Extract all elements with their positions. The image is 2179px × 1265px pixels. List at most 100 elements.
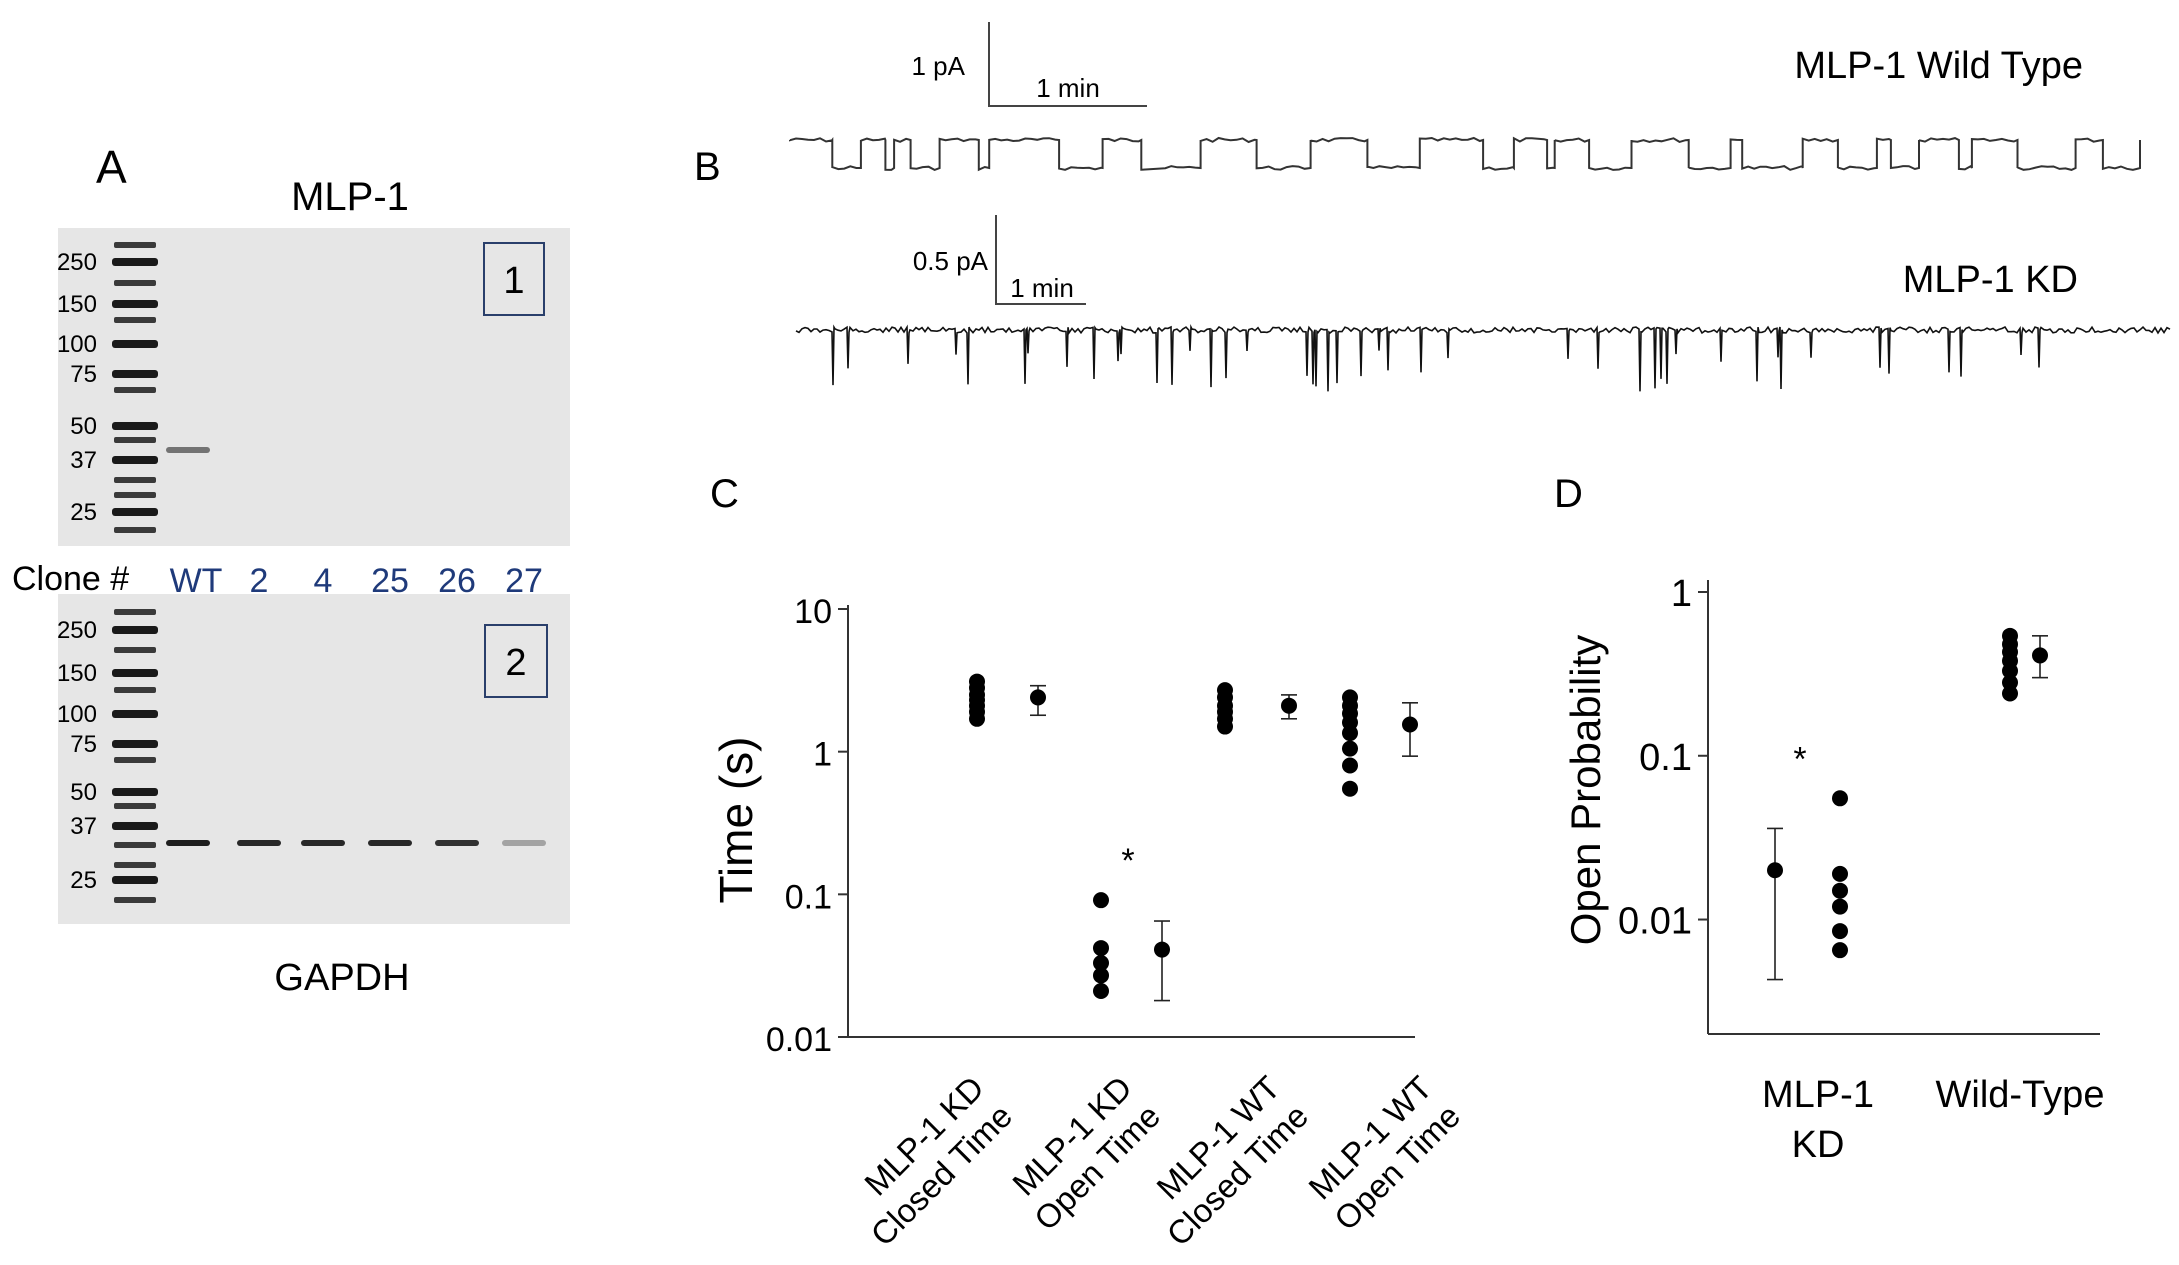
ladder-label: 25 [70, 499, 97, 526]
wt-scale-x: 1 min [1036, 73, 1100, 103]
chart-c-groups: * [969, 673, 1418, 1002]
ladder-band-minor [114, 862, 156, 868]
significance-marker: * [1121, 842, 1134, 880]
ladder-label: 100 [57, 331, 97, 358]
x-label: MLP-1 WTClosed Time [1131, 1069, 1315, 1253]
data-point [1093, 892, 1109, 909]
chart-d-groups: * [1767, 627, 2048, 981]
ladder-band-minor [114, 317, 156, 323]
data-point [2002, 674, 2018, 691]
data-point [1832, 923, 1848, 940]
mean-point [1767, 862, 1783, 879]
ladder-band [112, 710, 158, 718]
data-point [1093, 983, 1109, 1000]
blot2-ladder-lane [112, 609, 158, 903]
blot-band [502, 840, 546, 846]
blot2-bands [166, 840, 546, 846]
y-tick-label: 0.01 [766, 1021, 832, 1059]
mean-point [1281, 697, 1297, 714]
ladder-band-minor [114, 647, 156, 653]
kd-scale-bar [995, 215, 1086, 305]
x-label: MLP-1 KDClosed Time [835, 1069, 1019, 1253]
blot-band [368, 840, 412, 846]
panel-c-label: C [710, 472, 739, 516]
y-tick-label: 0.1 [785, 878, 832, 916]
ladder-band [112, 876, 158, 884]
chart-d-y-ticks: 1 0.1 0.01 [1618, 573, 1708, 943]
ladder-label: 25 [70, 867, 97, 894]
data-point [1342, 689, 1358, 706]
clone-label-2: 2 [250, 562, 269, 600]
data-point [1093, 967, 1109, 984]
data-point [1342, 757, 1358, 774]
ladder-label: 250 [57, 249, 97, 276]
blot1-bands [166, 447, 210, 453]
data-point [1342, 780, 1358, 797]
blot-band [435, 840, 479, 846]
x-label: MLP-1 KDOpen Time [999, 1069, 1168, 1238]
kd-scale-y: 0.5 pA [913, 246, 989, 276]
blot-band [166, 840, 210, 846]
data-point [2002, 627, 2018, 644]
ladder-band [112, 740, 158, 748]
ladder-band-minor [114, 842, 156, 848]
ladder-label: 37 [70, 447, 97, 474]
data-point [1832, 865, 1848, 882]
blot2-id-box [484, 624, 548, 698]
ladder-band [112, 669, 158, 677]
data-point [969, 673, 985, 690]
ladder-label: 75 [70, 731, 97, 758]
significance-marker: * [1793, 740, 1806, 778]
wt-scale-bar [988, 22, 1147, 107]
chart-d: Open Probability 1 0.1 0.01 * MLP-1 KD Wild-… [1562, 573, 2104, 1166]
clone-labels: WT 2 4 25 26 27 [170, 562, 543, 600]
y-tick-label: 0.1 [1639, 737, 1692, 779]
data-point [1093, 955, 1109, 972]
data-point [1832, 942, 1848, 959]
x-label-line2: KD [1792, 1124, 1845, 1166]
ladder-label: 250 [57, 617, 97, 644]
chart-d-y-label: Open Probability [1562, 635, 1609, 946]
kd-current-trace [795, 323, 2171, 392]
blot2-title: GAPDH [274, 957, 409, 999]
clone-label-26: 26 [438, 562, 476, 600]
blot1-title: MLP-1 [291, 175, 409, 219]
clone-label: Clone # [12, 560, 129, 598]
chart-c-y-ticks: 10 1 0.1 0.01 [766, 593, 848, 1059]
data-point [2002, 685, 2018, 702]
ladder-band [112, 626, 158, 634]
data-point [1832, 790, 1848, 807]
ladder-label: 37 [70, 813, 97, 840]
ladder-band-minor [114, 387, 156, 393]
ladder-band [112, 788, 158, 796]
y-tick-label: 0.01 [1618, 901, 1692, 943]
ladder-band [112, 422, 158, 430]
ladder-band [112, 456, 158, 464]
mean-point [1030, 689, 1046, 706]
ladder-band [112, 300, 158, 308]
ladder-band-minor [114, 527, 156, 533]
mean-point [1402, 716, 1418, 733]
blot-band [301, 840, 345, 846]
panel-d-label: D [1554, 472, 1583, 516]
ladder-label: 50 [70, 779, 97, 806]
clone-label-4: 4 [314, 562, 333, 600]
ladder-band [112, 822, 158, 830]
ladder-label: 150 [57, 291, 97, 318]
ladder-band-minor [114, 687, 156, 693]
ladder-band-minor [114, 803, 156, 809]
y-tick-label: 1 [1671, 573, 1692, 615]
data-point [1217, 682, 1233, 699]
blot1-id: 1 [503, 260, 524, 302]
ladder-band-minor [114, 280, 156, 286]
blot2-id: 2 [505, 642, 526, 684]
blot1-ladder-labels: 250 150 100 75 50 37 25 [57, 249, 97, 526]
ladder-band [112, 340, 158, 348]
ladder-band [112, 370, 158, 378]
kd-trace-title: MLP-1 KD [1903, 259, 2078, 301]
x-label: MLP-1 WTOpen Time [1299, 1069, 1468, 1238]
wt-scale-y: 1 pA [912, 51, 966, 81]
chart-c: Time (s) 10 1 0.1 0.01 * MLP-1 KDClosed Tim… [710, 593, 1467, 1253]
x-label: MLP-1 [1762, 1074, 1874, 1116]
mean-point [1154, 941, 1170, 958]
